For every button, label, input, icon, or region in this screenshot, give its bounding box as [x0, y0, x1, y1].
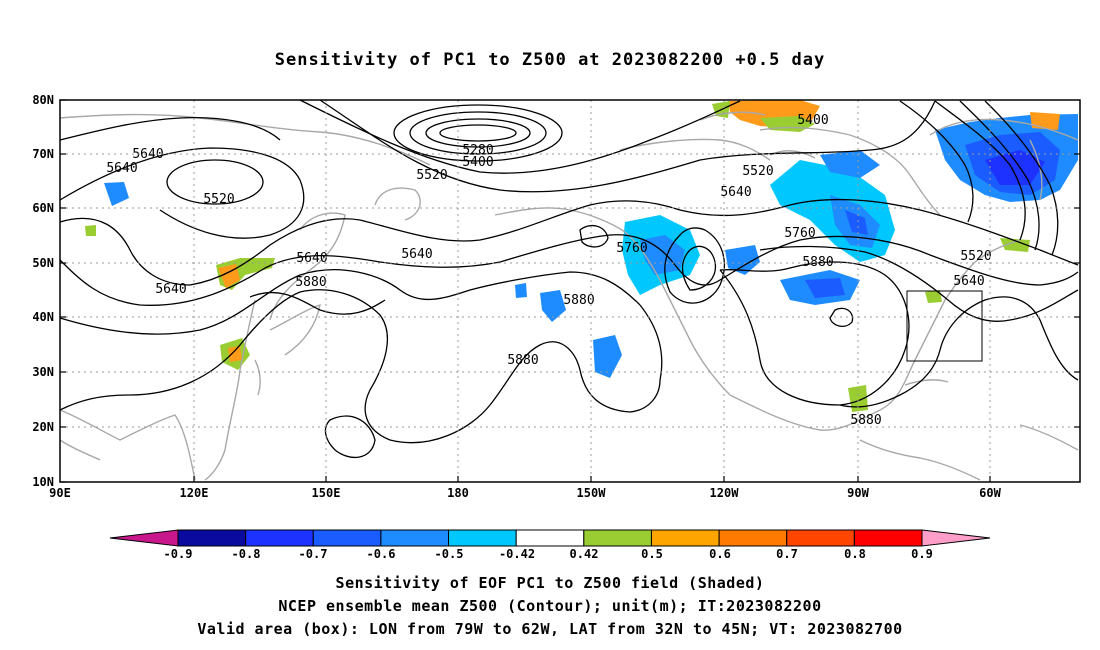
grid-lines	[60, 100, 1080, 482]
colorbar-labels: -0.9 -0.8 -0.7 -0.6 -0.5 -0.42 0.42 0.5 …	[164, 547, 933, 561]
axis-ticks	[60, 99, 1080, 483]
colorbar-segment	[583, 529, 652, 547]
colorbar-label: 0.7	[776, 547, 798, 561]
map-title: Sensitivity of PC1 to Z500 at 2023082200…	[274, 50, 826, 70]
lat-label: 20N	[32, 420, 54, 434]
lon-label: 150E	[312, 486, 341, 500]
longitude-labels: 90E 120E 150E 180 150W 120W 90W 60W	[49, 486, 1001, 500]
valid-area-box	[906, 290, 983, 362]
caption-line-3: Valid area (box): LON from 79W to 62W, L…	[197, 620, 903, 638]
contour-label: 5640	[401, 247, 432, 262]
contour-label: 5640	[720, 185, 751, 200]
colorbar-segment	[718, 529, 788, 547]
coastline-layer	[59, 111, 1079, 481]
shading-layer	[85, 100, 1078, 412]
colorbar-segment	[380, 529, 450, 547]
colorbar-label: 0.6	[709, 547, 731, 561]
colorbar-label: -0.5	[435, 547, 464, 561]
colorbar-label: 0.42	[570, 547, 599, 561]
colorbar	[109, 529, 991, 547]
colorbar-segment	[177, 529, 247, 547]
lat-label: 70N	[32, 147, 54, 161]
contour-label: 5880	[850, 413, 881, 428]
caption-line-1: Sensitivity of EOF PC1 to Z500 field (Sh…	[335, 574, 765, 592]
contour-label: 5880	[563, 293, 594, 308]
lon-label: 90E	[49, 486, 71, 500]
colorbar-label: 0.5	[641, 547, 663, 561]
contour-label: 5640	[953, 274, 984, 289]
contour-label: 5400	[797, 113, 828, 128]
lon-label: 120W	[710, 486, 740, 500]
lon-label: 60W	[979, 486, 1001, 500]
colorbar-segment	[245, 529, 314, 547]
contour-label: 5640	[296, 251, 327, 266]
map-frame	[59, 99, 1081, 483]
colorbar-high-arrow	[921, 529, 991, 547]
latitude-labels: 80N 70N 60N 50N 40N 30N 20N 10N	[32, 93, 54, 489]
contour-label: 5760	[784, 226, 815, 241]
lat-label: 30N	[32, 365, 54, 379]
contour-label: 5640	[155, 282, 186, 297]
colorbar-segments	[177, 529, 923, 547]
lat-label: 60N	[32, 201, 54, 215]
contour-label: 5280	[462, 143, 493, 158]
lon-label: 120E	[180, 486, 209, 500]
colorbar-segment	[312, 529, 382, 547]
colorbar-label: -0.6	[367, 547, 396, 561]
contour-label: 5640	[106, 161, 137, 176]
contour-label: 5880	[507, 353, 538, 368]
lon-label: 150W	[577, 486, 607, 500]
colorbar-segment	[515, 529, 585, 547]
colorbar-segment	[853, 529, 923, 547]
colorbar-label: 0.8	[844, 547, 866, 561]
colorbar-label: -0.9	[164, 547, 193, 561]
contour-labels: 5400 5280 5400 5640 5640 5520 5520 5520 …	[106, 113, 991, 428]
lat-label: 80N	[32, 93, 54, 107]
colorbar-label: 0.9	[911, 547, 933, 561]
colorbar-label: -0.42	[499, 547, 535, 561]
caption-line-2: NCEP ensemble mean Z500 (Contour); unit(…	[278, 597, 822, 615]
contour-label: 5520	[960, 249, 991, 264]
colorbar-label: -0.7	[299, 547, 328, 561]
contour-label: 5520	[742, 164, 773, 179]
colorbar-segment	[786, 529, 855, 547]
contour-label: 5640	[132, 147, 163, 162]
lat-label: 50N	[32, 256, 54, 270]
contour-label: 5880	[295, 275, 326, 290]
contour-label: 5520	[203, 192, 234, 207]
lon-label: 180	[447, 486, 469, 500]
colorbar-segment	[448, 529, 517, 547]
contour-label: 5400	[462, 155, 493, 170]
lat-label: 40N	[32, 310, 54, 324]
z500-contours	[59, 99, 1079, 459]
colorbar-low-arrow	[109, 529, 179, 547]
colorbar-segment	[650, 529, 720, 547]
contour-label: 5760	[616, 241, 647, 256]
contour-label: 5520	[416, 168, 447, 183]
colorbar-label: -0.8	[232, 547, 261, 561]
lat-label: 10N	[32, 475, 54, 489]
lon-label: 90W	[847, 486, 869, 500]
